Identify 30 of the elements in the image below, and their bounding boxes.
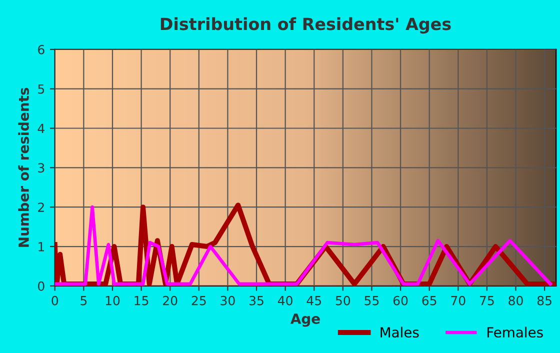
x-tick-label: 55: [364, 296, 379, 306]
legend-label: Males: [380, 326, 419, 338]
x-tick-label: 25: [192, 296, 206, 306]
x-tick-label: 45: [306, 296, 321, 306]
x-tick-label: 70: [451, 296, 466, 306]
x-tick-label: 5: [80, 296, 87, 306]
x-tick-label: 0: [52, 296, 58, 306]
x-tick-label: 30: [220, 296, 235, 306]
y-tick-label: 3: [38, 163, 44, 173]
y-axis-title: Number of residents: [18, 88, 29, 247]
x-tick-label: 80: [508, 296, 523, 306]
legend-label: Females: [487, 326, 543, 338]
y-tick-label: 1: [38, 242, 44, 252]
x-tick-label: 75: [480, 296, 494, 306]
chart-title: Distribution of Residents' Ages: [160, 17, 451, 34]
y-tick-label: 0: [38, 281, 44, 291]
x-tick-label: 35: [250, 296, 264, 306]
x-tick-label: 65: [422, 296, 436, 306]
x-axis-title: Age: [290, 314, 320, 327]
y-tick-label: 6: [38, 44, 44, 54]
x-tick-label: 60: [393, 296, 408, 306]
y-tick-label: 2: [38, 202, 44, 212]
x-tick-label: 15: [134, 296, 148, 306]
y-tick-label: 5: [38, 84, 44, 94]
x-tick-label: 20: [163, 296, 178, 306]
x-tick-label: 10: [106, 296, 120, 306]
y-tick-label: 4: [38, 124, 44, 134]
x-tick-label: 40: [278, 296, 292, 306]
x-tick-label: 85: [537, 296, 552, 306]
x-tick-label: 50: [336, 296, 350, 306]
